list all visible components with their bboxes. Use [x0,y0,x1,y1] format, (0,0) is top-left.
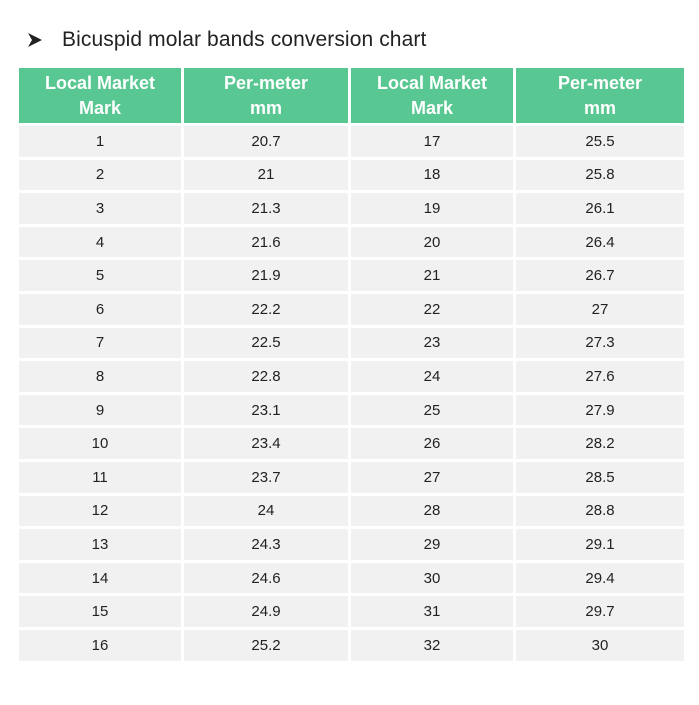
local-market-mark-cell: 7 [19,327,181,359]
local-market-mark-cell: 20 [351,226,513,258]
per-meter-mm-cell: 25.8 [516,159,684,191]
table-row: 10 23.4 26 28.2 [19,428,684,459]
table-row: 15 24.9 31 29.7 [19,596,684,627]
local-market-mark-cell: 15 [19,596,181,627]
table-row: 4 21.6 20 26.4 [19,226,684,258]
table-row: 13 24.3 29 29.1 [19,529,684,560]
per-meter-mm-cell: 28.8 [516,495,684,527]
per-meter-mm-cell: 21.9 [184,260,348,291]
table-header-row: Local Market Mark Per-meter mm Local Mar… [19,68,684,123]
per-meter-mm-cell: 26.1 [516,193,684,224]
local-market-mark-cell: 16 [19,629,181,661]
local-market-mark-cell: 11 [19,461,181,493]
per-meter-mm-cell: 27 [516,293,684,325]
column-header-line: Mark [78,97,122,118]
per-meter-mm-cell: 30 [516,629,684,661]
table-row: 6 22.2 22 27 [19,293,684,325]
per-meter-mm-cell: 23.7 [184,461,348,493]
per-meter-mm-cell: 27.3 [516,327,684,359]
column-header-line: Per-meter [557,72,643,93]
local-market-mark-cell: 24 [351,361,513,392]
local-market-mark-cell: 26 [351,428,513,459]
per-meter-mm-cell: 24.6 [184,562,348,594]
column-header-line: Per-meter [223,72,309,93]
column-header-local-market-mark: Local Market Mark [351,68,513,123]
conversion-table-container: Local Market Mark Per-meter mm Local Mar… [19,68,684,661]
per-meter-mm-cell: 22.8 [184,361,348,392]
table-body: 1 20.7 17 25.5 2 21 18 25.8 3 21.3 19 26.1 4 21.6 20 26… [19,126,684,661]
per-meter-mm-cell: 29.4 [516,562,684,594]
local-market-mark-cell: 1 [19,126,181,157]
per-meter-mm-cell: 24 [184,495,348,527]
table-row: 3 21.3 19 26.1 [19,193,684,224]
per-meter-mm-cell: 20.7 [184,126,348,157]
column-header-line: mm [249,97,282,118]
per-meter-mm-cell: 27.9 [516,394,684,426]
local-market-mark-cell: 3 [19,193,181,224]
local-market-mark-cell: 12 [19,495,181,527]
per-meter-mm-cell: 25.2 [184,629,348,661]
local-market-mark-cell: 22 [351,293,513,325]
arrowhead-bullet-icon [26,31,44,49]
column-header-per-meter-mm: Per-meter mm [516,68,684,123]
local-market-mark-cell: 31 [351,596,513,627]
per-meter-mm-cell: 21.3 [184,193,348,224]
per-meter-mm-cell: 29.1 [516,529,684,560]
per-meter-mm-cell: 27.6 [516,361,684,392]
local-market-mark-cell: 29 [351,529,513,560]
local-market-mark-cell: 32 [351,629,513,661]
table-row: 1 20.7 17 25.5 [19,126,684,157]
local-market-mark-cell: 10 [19,428,181,459]
local-market-mark-cell: 21 [351,260,513,291]
local-market-mark-cell: 6 [19,293,181,325]
local-market-mark-cell: 2 [19,159,181,191]
local-market-mark-cell: 14 [19,562,181,594]
chart-heading: Bicuspid molar bands conversion chart [26,26,426,54]
per-meter-mm-cell: 21.6 [184,226,348,258]
page-title: Bicuspid molar bands conversion chart [62,28,427,51]
column-header-line: mm [583,97,616,118]
local-market-mark-cell: 28 [351,495,513,527]
per-meter-mm-cell: 24.9 [184,596,348,627]
local-market-mark-cell: 17 [351,126,513,157]
column-header-line: Local Market [376,72,488,93]
local-market-mark-cell: 9 [19,394,181,426]
local-market-mark-cell: 8 [19,361,181,392]
local-market-mark-cell: 30 [351,562,513,594]
local-market-mark-cell: 25 [351,394,513,426]
table-row: 14 24.6 30 29.4 [19,562,684,594]
per-meter-mm-cell: 24.3 [184,529,348,560]
table-row: 5 21.9 21 26.7 [19,260,684,291]
local-market-mark-cell: 13 [19,529,181,560]
table-row: 8 22.8 24 27.6 [19,361,684,392]
local-market-mark-cell: 27 [351,461,513,493]
per-meter-mm-cell: 22.5 [184,327,348,359]
table-row: 2 21 18 25.8 [19,159,684,191]
per-meter-mm-cell: 26.4 [516,226,684,258]
per-meter-mm-cell: 23.4 [184,428,348,459]
per-meter-mm-cell: 22.2 [184,293,348,325]
local-market-mark-cell: 4 [19,226,181,258]
table-row: 16 25.2 32 30 [19,629,684,661]
per-meter-mm-cell: 26.7 [516,260,684,291]
local-market-mark-cell: 23 [351,327,513,359]
per-meter-mm-cell: 28.5 [516,461,684,493]
local-market-mark-cell: 19 [351,193,513,224]
column-header-local-market-mark: Local Market Mark [19,68,181,123]
per-meter-mm-cell: 25.5 [516,126,684,157]
per-meter-mm-cell: 23.1 [184,394,348,426]
table-row: 7 22.5 23 27.3 [19,327,684,359]
column-header-line: Mark [410,97,454,118]
table-row: 9 23.1 25 27.9 [19,394,684,426]
local-market-mark-cell: 5 [19,260,181,291]
conversion-table: Local Market Mark Per-meter mm Local Mar… [16,65,687,664]
column-header-line: Local Market [44,72,156,93]
table-row: 11 23.7 27 28.5 [19,461,684,493]
local-market-mark-cell: 18 [351,159,513,191]
per-meter-mm-cell: 28.2 [516,428,684,459]
table-row: 12 24 28 28.8 [19,495,684,527]
column-header-per-meter-mm: Per-meter mm [184,68,348,123]
per-meter-mm-cell: 29.7 [516,596,684,627]
per-meter-mm-cell: 21 [184,159,348,191]
